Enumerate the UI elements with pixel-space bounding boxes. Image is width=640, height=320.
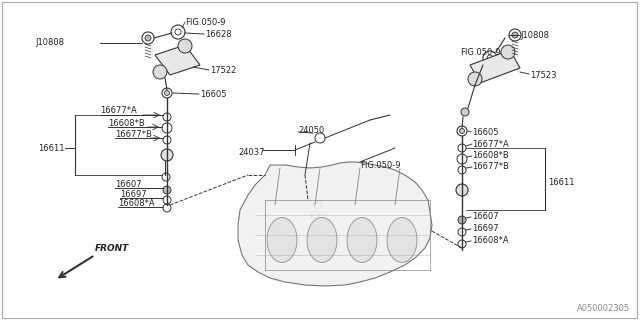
Circle shape — [512, 32, 518, 38]
Ellipse shape — [307, 218, 337, 262]
Text: 16628: 16628 — [205, 29, 232, 38]
Ellipse shape — [347, 218, 377, 262]
Text: 16611: 16611 — [548, 178, 575, 187]
Text: 24037: 24037 — [238, 148, 264, 156]
Text: A050002305: A050002305 — [577, 304, 630, 313]
Polygon shape — [155, 45, 200, 75]
Ellipse shape — [387, 218, 417, 262]
Text: 16677*B: 16677*B — [115, 130, 152, 139]
Text: 16608*B: 16608*B — [108, 118, 145, 127]
Circle shape — [145, 35, 151, 41]
Circle shape — [460, 129, 465, 133]
Text: 16608*A: 16608*A — [472, 236, 509, 244]
Circle shape — [468, 72, 482, 86]
Text: J10808: J10808 — [35, 37, 64, 46]
Text: FIG.050-9: FIG.050-9 — [360, 161, 401, 170]
Text: FIG.050-9: FIG.050-9 — [185, 18, 225, 27]
Text: FIG.050-9: FIG.050-9 — [460, 47, 500, 57]
Text: 24050: 24050 — [298, 125, 324, 134]
Text: 16677*A: 16677*A — [100, 106, 137, 115]
Text: 16677*B: 16677*B — [472, 162, 509, 171]
Circle shape — [461, 108, 469, 116]
Text: 16697: 16697 — [472, 223, 499, 233]
Text: FRONT: FRONT — [95, 244, 129, 253]
Text: 16608*A: 16608*A — [118, 198, 155, 207]
Text: 16605: 16605 — [472, 127, 499, 137]
Text: 17522: 17522 — [210, 66, 236, 75]
Text: 16608*B: 16608*B — [472, 150, 509, 159]
Text: 16697: 16697 — [120, 189, 147, 198]
Text: J10808: J10808 — [520, 30, 549, 39]
Circle shape — [164, 91, 170, 95]
Circle shape — [501, 45, 515, 59]
Text: 16605: 16605 — [200, 90, 227, 99]
Ellipse shape — [267, 218, 297, 262]
Circle shape — [456, 184, 468, 196]
Polygon shape — [470, 50, 520, 83]
Circle shape — [178, 39, 192, 53]
Text: 16607: 16607 — [115, 180, 141, 188]
Circle shape — [161, 149, 173, 161]
Polygon shape — [238, 162, 432, 286]
Circle shape — [458, 216, 466, 224]
Text: 16677*A: 16677*A — [472, 140, 509, 148]
Text: 17523: 17523 — [530, 70, 557, 79]
Circle shape — [153, 65, 167, 79]
Text: 16607: 16607 — [472, 212, 499, 220]
Text: 16611: 16611 — [38, 143, 65, 153]
Circle shape — [163, 186, 171, 194]
